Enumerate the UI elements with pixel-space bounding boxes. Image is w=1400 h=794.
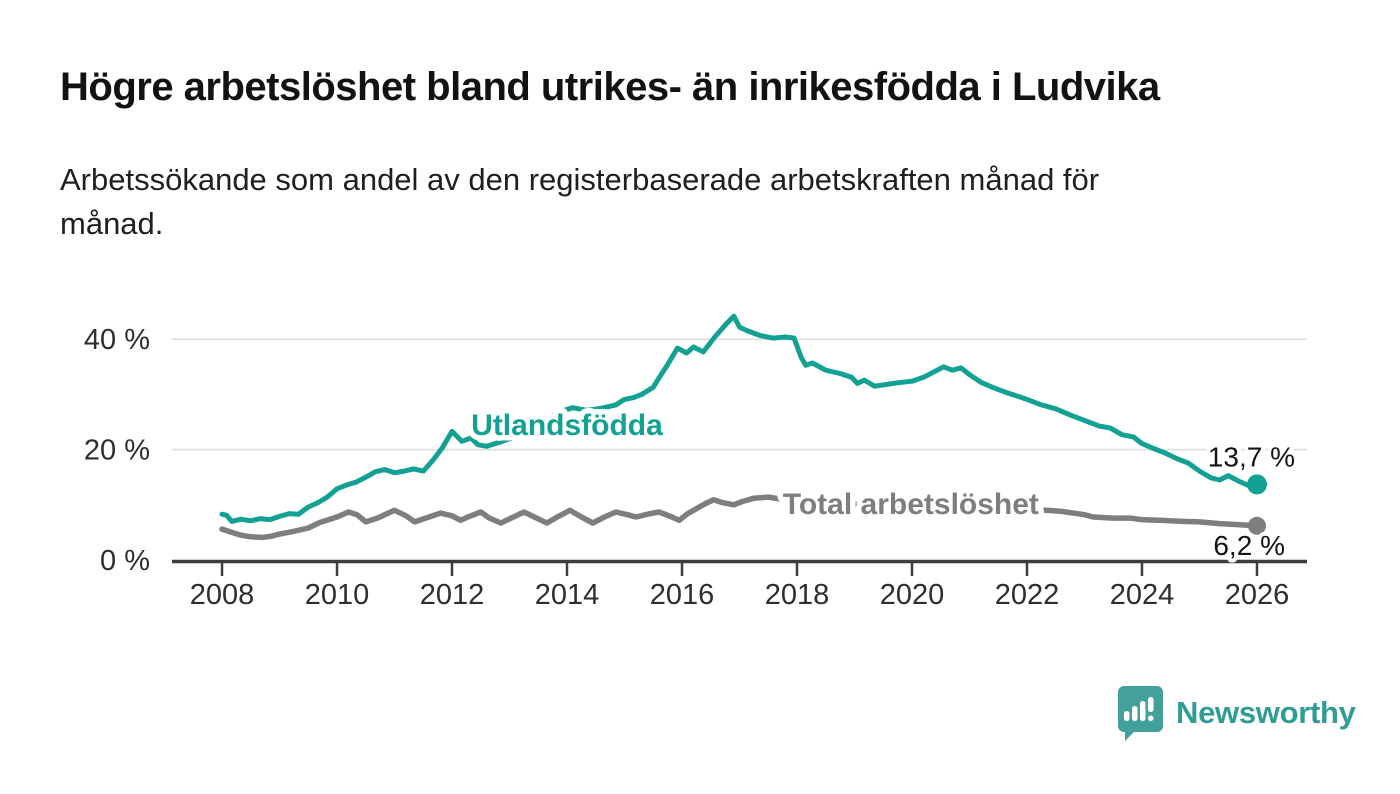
chart-subtitle-line2: månad. <box>60 206 164 241</box>
bar-chart-glyph <box>1124 697 1154 721</box>
series-end-dot-total-arbetsl-shet <box>1247 516 1266 535</box>
series-end-dot-utlandsf-dda <box>1246 474 1267 495</box>
series-label-utlandsf-dda: Utlandsfödda <box>471 409 663 442</box>
x-tick-label: 2022 <box>995 579 1060 611</box>
newsworthy-logo-icon <box>1118 686 1163 741</box>
series-end-label-utlandsf-dda: 13,7 % <box>1208 441 1295 472</box>
series-label-total-arbetsl-shet: Total arbetslöshet <box>783 488 1039 521</box>
x-tick-label: 2024 <box>1110 579 1175 611</box>
y-tick-label: 20 % <box>84 435 150 467</box>
x-tick-label: 2016 <box>650 579 715 611</box>
x-tick-label: 2018 <box>765 579 830 611</box>
x-tick-label: 2026 <box>1225 579 1290 611</box>
y-tick-label: 0 % <box>100 545 150 577</box>
chart-subtitle-line1: Arbetssökande som andel av den registerb… <box>60 162 1100 197</box>
x-tick-label: 2010 <box>305 579 370 611</box>
x-tick-label: 2020 <box>880 579 945 611</box>
chart-subtitle: Arbetssökande som andel av den registerb… <box>60 158 1320 246</box>
x-tick-label: 2014 <box>535 579 600 611</box>
newsworthy-branding[interactable]: Newsworthy <box>1112 684 1356 742</box>
newsworthy-wordmark: Newsworthy <box>1176 695 1356 730</box>
series-line-utlandsf-dda <box>219 313 1260 524</box>
x-tick-label: 2008 <box>190 579 255 611</box>
x-tick-label: 2012 <box>420 579 485 611</box>
y-tick-label: 40 % <box>84 324 150 356</box>
series-line-total-arbetsl-shet <box>219 494 1260 541</box>
series-end-label-total-arbetsl-shet: 6,2 % <box>1213 530 1285 561</box>
chart-title: Högre arbetslöshet bland utrikes- än inr… <box>60 65 1160 109</box>
